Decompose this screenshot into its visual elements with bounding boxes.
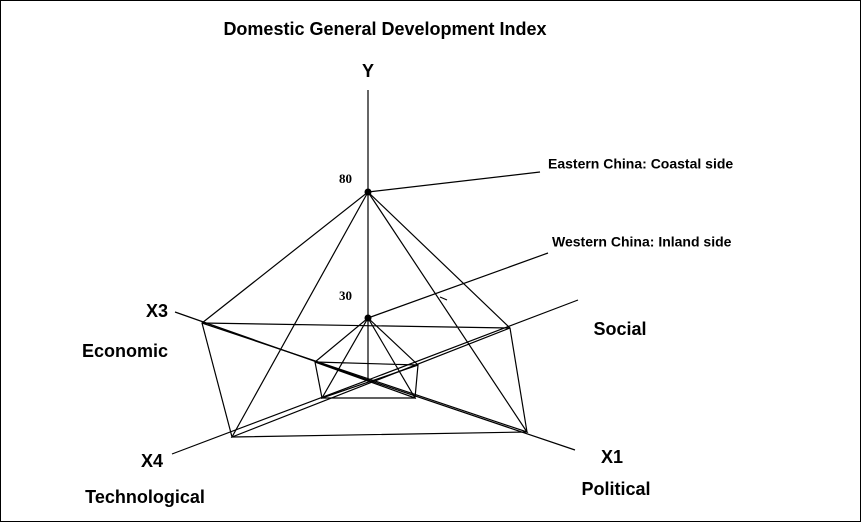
axis-label: X1 [601, 447, 623, 467]
axis-x2 [367, 299, 579, 381]
axis-name: Political [581, 479, 650, 499]
callout-line [367, 171, 541, 193]
title: Domestic General Development Index [223, 19, 546, 39]
axis-name: Economic [82, 341, 168, 361]
level-value: 80 [339, 171, 352, 186]
level-value: 30 [339, 288, 352, 303]
axis-name: Technological [85, 487, 205, 507]
tick [439, 296, 448, 301]
axis-label: Y [362, 61, 374, 81]
inner-star [314, 316, 419, 400]
axis-x4 [171, 379, 369, 455]
point [364, 314, 372, 322]
axis-label: X4 [141, 451, 163, 471]
point [364, 188, 372, 196]
callout-label: Western China: Inland side [552, 234, 732, 250]
axis-name: Social [593, 319, 646, 339]
outer-pentagon [201, 191, 528, 438]
inner-shape [314, 316, 419, 400]
callout-line [367, 252, 549, 319]
axis-x1 [367, 379, 576, 451]
outer-shape [201, 190, 529, 439]
axis-label: X3 [146, 301, 168, 321]
callout-label: Eastern China: Coastal side [548, 156, 733, 172]
inner-pentagon [314, 317, 419, 399]
outer-star [201, 190, 529, 439]
